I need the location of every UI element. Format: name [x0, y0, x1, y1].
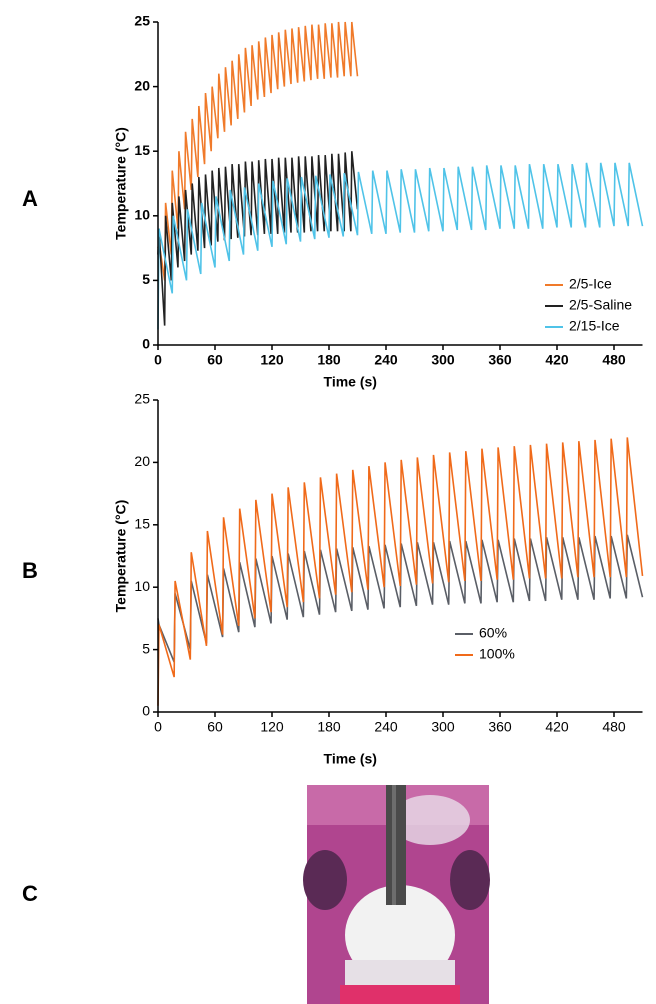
y-axis-title: Temperature (°C) [113, 127, 129, 240]
x-tick-label: 0 [154, 352, 162, 368]
x-tick-label: 240 [374, 719, 398, 735]
panel-label: B [22, 558, 38, 583]
x-tick-label: 420 [545, 352, 569, 368]
x-tick-label: 60 [207, 719, 223, 735]
x-tick-label: 420 [545, 719, 569, 735]
y-tick-label: 10 [134, 578, 150, 594]
y-tick-label: 5 [142, 271, 150, 287]
y-tick-label: 25 [134, 391, 150, 407]
x-tick-label: 0 [154, 719, 162, 735]
legend-label: 2/5-Saline [569, 297, 632, 313]
data-line [157, 162, 644, 330]
x-tick-label: 480 [602, 719, 626, 735]
legend-label: 100% [479, 646, 515, 662]
x-tick-label: 360 [488, 352, 512, 368]
y-tick-label: 5 [142, 640, 150, 656]
x-axis-title: Time (s) [324, 751, 377, 767]
y-tick-label: 0 [142, 336, 150, 352]
data-line [157, 437, 644, 706]
x-tick-label: 300 [431, 352, 455, 368]
x-axis-title: Time (s) [324, 374, 377, 390]
x-tick-label: 120 [260, 719, 284, 735]
legend-label: 60% [479, 625, 507, 641]
y-tick-label: 0 [142, 703, 150, 719]
x-tick-label: 300 [431, 719, 455, 735]
x-tick-label: 60 [207, 352, 223, 368]
legend-label: 2/5-Ice [569, 276, 612, 292]
y-tick-label: 20 [134, 453, 150, 469]
data-line [157, 21, 359, 281]
panel-label: C [22, 881, 38, 906]
y-tick-label: 10 [134, 207, 150, 223]
y-axis-title: Temperature (°C) [113, 500, 129, 613]
y-tick-label: 25 [134, 13, 150, 29]
panel-label: A [22, 186, 38, 211]
y-tick-label: 20 [134, 77, 150, 93]
data-line [157, 534, 644, 663]
x-tick-label: 240 [374, 352, 398, 368]
x-tick-label: 360 [488, 719, 512, 735]
x-tick-label: 120 [260, 352, 284, 368]
y-tick-label: 15 [134, 142, 150, 158]
legend-label: 2/15-Ice [569, 318, 620, 334]
y-tick-label: 15 [134, 516, 150, 532]
photo [303, 785, 490, 1004]
x-tick-label: 480 [602, 352, 626, 368]
x-tick-label: 180 [317, 719, 341, 735]
x-tick-label: 180 [317, 352, 341, 368]
